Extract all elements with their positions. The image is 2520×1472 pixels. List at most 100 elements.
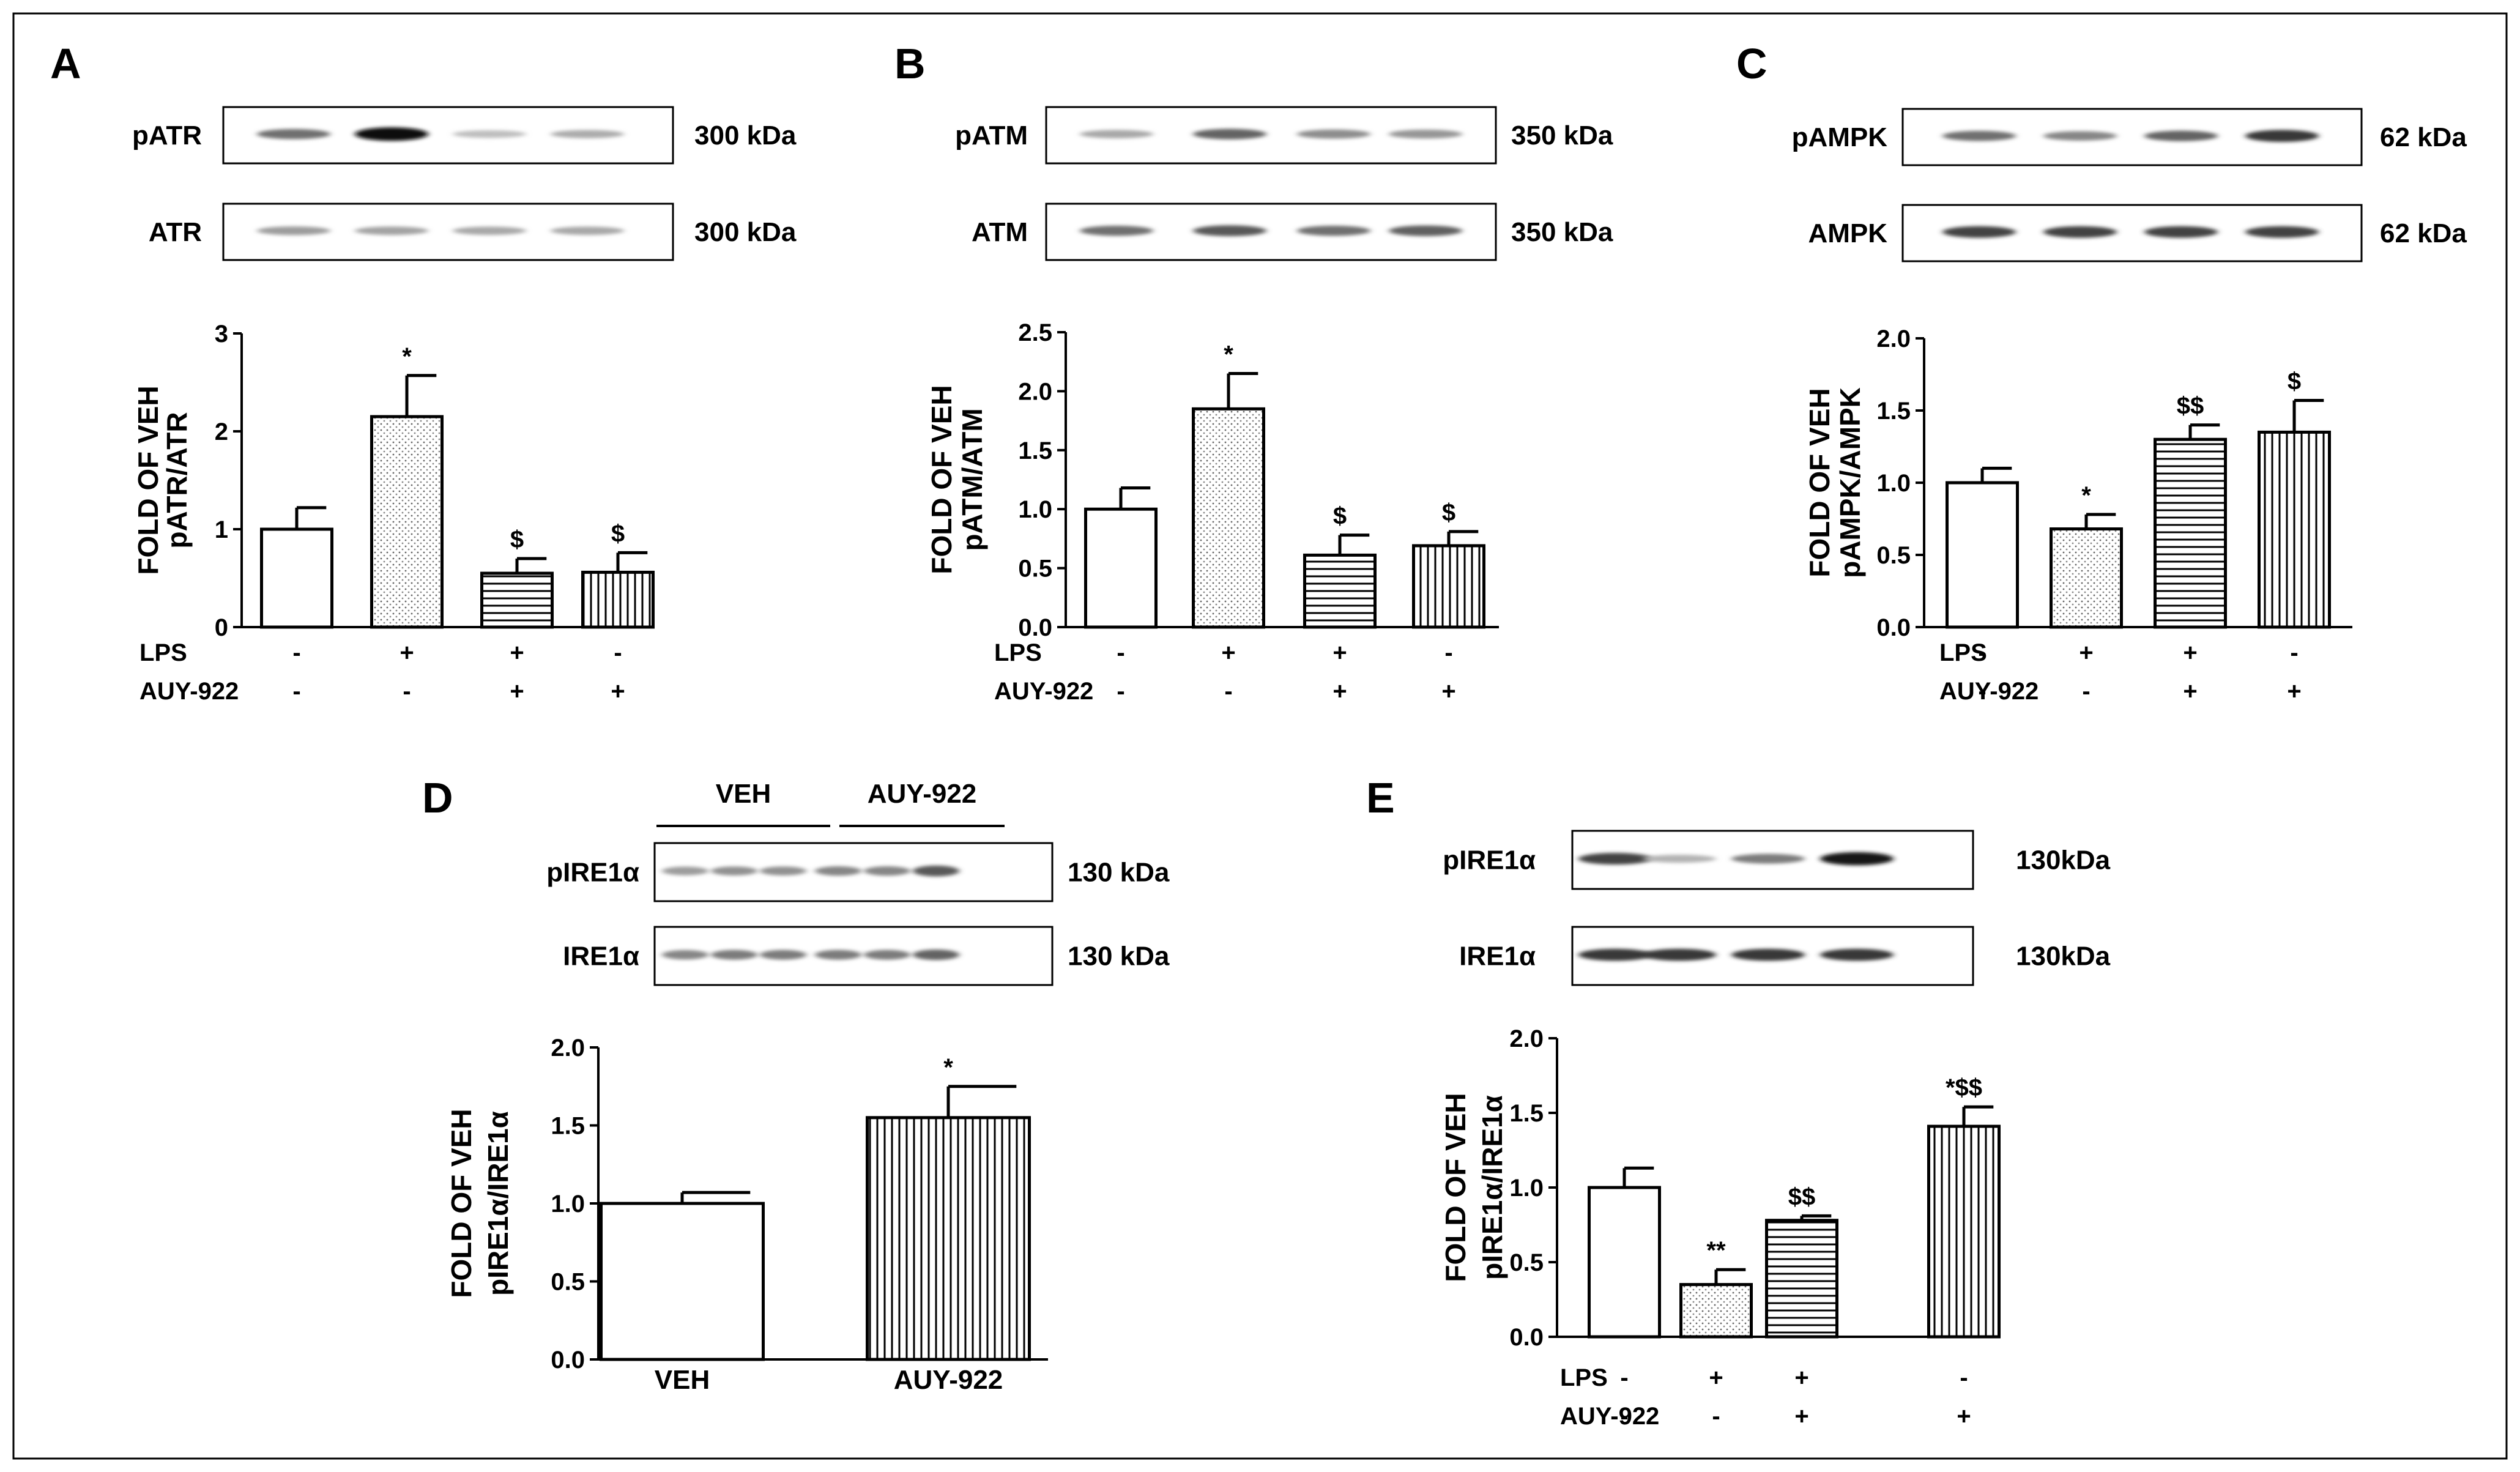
blot-band (1193, 225, 1266, 237)
y-tick-label: 1.0 (551, 1191, 585, 1217)
significance-label: * (1224, 341, 1233, 368)
significance-label: $ (1333, 503, 1347, 530)
condition-sign: - (292, 639, 300, 666)
blot-band (1080, 225, 1153, 236)
blot-band (1578, 948, 1652, 961)
y-axis-label: pAMPK/AMPK (1834, 387, 1866, 578)
condition-sign: + (1794, 1364, 1808, 1391)
blot-kda-label: 130kDa (2016, 942, 2111, 972)
y-tick-label: 2.0 (1876, 325, 1911, 352)
significance-label: * (402, 343, 412, 370)
blot-band (1080, 130, 1153, 138)
condition-sign: - (614, 639, 622, 666)
blot-label: ATR (149, 217, 202, 247)
blot-band (2043, 226, 2117, 238)
group-label: VEH (716, 779, 771, 809)
panel-letter: E (1366, 774, 1395, 822)
blot-band (257, 128, 330, 139)
y-axis-label: FOLD OF VEH (445, 1109, 477, 1298)
group-label: AUY-922 (868, 779, 977, 809)
blot-band (2144, 226, 2218, 238)
bar (480, 571, 554, 629)
condition-sign: + (1441, 678, 1455, 705)
blot-band (551, 130, 624, 138)
bar (1588, 1186, 1661, 1339)
y-axis-label: pIRE1α/IRE1α (482, 1111, 514, 1296)
bar (1927, 1124, 2001, 1339)
y-tick-label: 0.0 (1018, 614, 1052, 641)
bar (600, 1202, 765, 1361)
y-tick-label: 1.0 (1876, 470, 1911, 497)
bar (2154, 437, 2227, 629)
condition-sign: + (400, 639, 414, 666)
condition-sign: + (1332, 678, 1347, 705)
bar (866, 1116, 1031, 1361)
blot-band (1643, 855, 1716, 863)
y-axis-label: pATM/ATM (956, 408, 988, 551)
blot-band (711, 950, 757, 960)
x-category-label: VEH (655, 1365, 710, 1395)
condition-sign: - (292, 678, 300, 705)
condition-label: AUY-922 (1560, 1403, 1659, 1430)
significance-label: $ (1442, 499, 1455, 526)
condition-sign: - (2290, 639, 2298, 666)
y-axis-label: FOLD OF VEH (132, 385, 164, 574)
bar (1192, 407, 1265, 629)
blot-band (2144, 130, 2218, 141)
bar (581, 570, 655, 629)
condition-label: LPS (1939, 639, 1987, 666)
x-category-label: AUY-922 (894, 1365, 1003, 1395)
blot-kda-label: 62 kDa (2380, 122, 2467, 152)
condition-sign: + (2183, 678, 2197, 705)
bar (2258, 430, 2331, 629)
blot-label: pIRE1α (1443, 846, 1536, 875)
condition-sign: - (1978, 678, 1986, 705)
y-tick-label: 1.5 (551, 1113, 585, 1140)
panel-d: D VEH AUY-922 pIRE1α 130 kDa IRE1α 130 kDa 0.0 0… (422, 774, 1170, 1395)
condition-sign: + (2079, 639, 2093, 666)
y-tick-label: 0.5 (551, 1269, 585, 1296)
blot-band (760, 950, 806, 960)
significance-label: * (943, 1054, 953, 1081)
y-axis-label: FOLD OF VEH (926, 385, 957, 574)
bar (1946, 481, 2019, 629)
blot-band (662, 950, 708, 960)
condition-label: AUY-922 (994, 678, 1093, 705)
significance-label: $ (2288, 368, 2301, 395)
significance-label: $ (510, 526, 524, 553)
y-tick-label: 2.0 (1509, 1025, 1544, 1052)
blot-band (355, 226, 428, 236)
condition-sign: - (1978, 639, 1986, 666)
blot-label: pAMPK (1792, 122, 1888, 152)
blot-label: pATR (132, 121, 202, 151)
condition-sign: + (1709, 1364, 1723, 1391)
blot-label: pATM (955, 121, 1028, 151)
blot-band (815, 950, 861, 960)
blot-band (1942, 226, 2016, 238)
blot-label: ATM (972, 217, 1028, 247)
blot-band (453, 130, 526, 138)
blot-band (913, 865, 959, 877)
blot-band (1643, 948, 1716, 961)
blot-band (1193, 128, 1266, 139)
blot-band (913, 950, 959, 961)
condition-sign: + (510, 678, 524, 705)
blot-kda-label: 350 kDa (1511, 121, 1613, 151)
blot-kda-label: 62 kDa (2380, 218, 2467, 248)
blot-label: IRE1α (1459, 942, 1536, 972)
condition-sign: + (2287, 678, 2301, 705)
condition-label: LPS (994, 639, 1042, 666)
y-tick-label: 0.5 (1876, 542, 1911, 569)
blot-band (864, 950, 910, 960)
y-tick-label: 1 (215, 516, 228, 543)
blot-band (1820, 948, 1894, 961)
y-tick-label: 2.5 (1018, 319, 1052, 346)
y-axis-label: pATR/ATR (161, 412, 193, 548)
blot-band (815, 866, 861, 876)
y-tick-label: 1.0 (1018, 496, 1052, 523)
blot-band (1389, 129, 1462, 139)
condition-label: LPS (1560, 1364, 1608, 1391)
significance-label: $ (611, 520, 625, 547)
